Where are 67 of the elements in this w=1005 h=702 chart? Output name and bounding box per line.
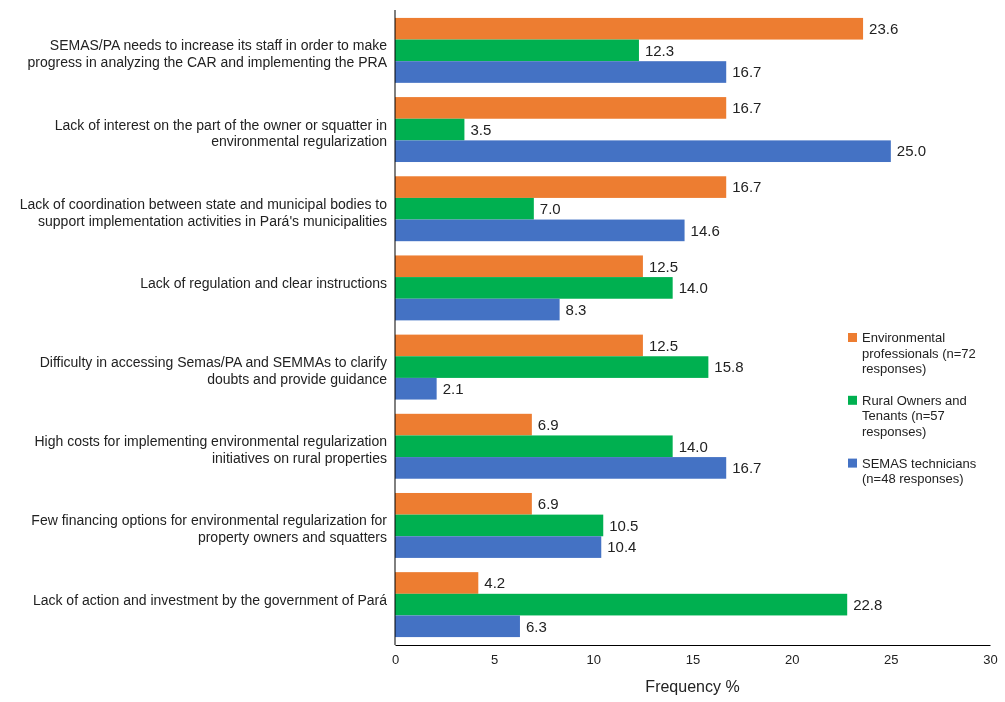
data-label: 6.3 — [525, 617, 547, 635]
data-label: 14.0 — [678, 279, 708, 297]
bar — [395, 536, 602, 558]
legend-label: Environmental professionals (n=72 responses) — [862, 330, 976, 377]
y-tick-label: Lack of interest on the part of the owner or squatter in environmental regularization — [54, 116, 387, 150]
bar — [395, 356, 709, 378]
bar — [395, 298, 560, 321]
data-label: 15.8 — [714, 358, 744, 376]
y-tick-label: SEMAS/PA needs to increase its staff in order to make progress in analyzing the CAR and implementing the PRA — [27, 37, 388, 71]
x-tick-label: 25 — [884, 652, 899, 668]
data-label: 25.0 — [896, 142, 927, 160]
bar — [395, 176, 727, 198]
data-label: 8.3 — [565, 300, 587, 318]
data-label: 10.5 — [609, 516, 639, 534]
bar — [395, 197, 534, 220]
data-label: 14.0 — [678, 437, 708, 455]
bar — [395, 140, 891, 163]
x-tick-label: 20 — [784, 652, 800, 668]
bar — [395, 572, 479, 594]
legend-label: Rural Owners and Tenants (n=57 responses) — [862, 392, 967, 439]
data-label: 12.3 — [644, 41, 675, 59]
data-label: 23.6 — [869, 19, 899, 37]
bar — [395, 457, 727, 479]
bar — [395, 514, 604, 537]
x-tick-label: 10 — [586, 652, 602, 668]
x-tick-label: 0 — [391, 652, 400, 668]
data-label: 3.5 — [470, 120, 492, 138]
bar — [395, 219, 685, 242]
bar — [395, 492, 532, 515]
data-label: 4.2 — [484, 574, 506, 592]
bar — [395, 17, 864, 40]
y-tick-label: Difficulty in accessing Semas/PA and SEMMAs to clarify doubts and provide guidance — [39, 354, 388, 387]
bar — [395, 334, 643, 357]
bar — [395, 97, 727, 119]
bar — [395, 435, 673, 458]
x-tick-label: 15 — [685, 652, 701, 668]
x-axis-title: Frequency % — [645, 678, 740, 695]
bar — [395, 593, 848, 616]
data-label: 2.1 — [442, 379, 464, 397]
data-label: 16.7 — [732, 178, 762, 196]
data-label: 16.7 — [732, 63, 762, 81]
bar — [395, 615, 520, 638]
bar — [395, 413, 532, 436]
data-label: 22.8 — [853, 595, 883, 613]
y-tick-label: Lack of coordination between state and municipal bodies to support implementation activities in Pará's municipalities — [19, 195, 388, 229]
x-tick-label: 30 — [983, 652, 998, 668]
data-label: 14.6 — [690, 221, 720, 239]
data-label: 12.5 — [648, 257, 679, 275]
y-tick-label: Lack of action and investment by the government of Pará — [32, 591, 388, 608]
bar — [395, 118, 465, 141]
data-label: 10.4 — [607, 538, 637, 556]
y-tick-label: Few financing options for environmental regularization for property owners and squatters — [31, 512, 388, 546]
bar — [395, 255, 643, 278]
x-tick-label: 5 — [491, 652, 499, 668]
bar — [395, 39, 639, 62]
data-label: 16.7 — [732, 99, 762, 117]
data-label: 16.7 — [732, 459, 762, 477]
data-label: 6.9 — [537, 415, 559, 433]
data-label: 6.9 — [537, 495, 559, 513]
y-tick-label: High costs for implementing environmental regularization initiatives on rural properties — [34, 433, 387, 467]
legend-label: SEMAS technicians (n=48 responses) — [862, 455, 977, 487]
y-tick-label: Lack of regulation and clear instructions — [140, 274, 387, 291]
data-label: 7.0 — [539, 199, 561, 217]
data-label: 12.5 — [648, 336, 679, 354]
bar — [395, 377, 437, 400]
bar — [395, 277, 673, 299]
bar — [395, 61, 727, 83]
